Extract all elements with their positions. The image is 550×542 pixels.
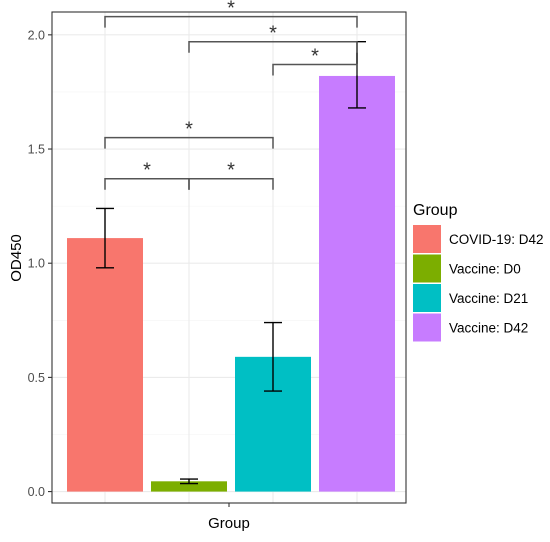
- bracket-line: [104, 136, 274, 149]
- error-bar: [264, 321, 282, 392]
- y-axis-title: OD450: [8, 234, 25, 282]
- bracket-line: [188, 177, 274, 190]
- legend: Group COVID-19: D42 Vaccine: D0 Vaccine: D…: [413, 202, 544, 342]
- significance-label: *: [311, 46, 319, 68]
- legend-label: COVID-19: D42: [449, 232, 544, 247]
- significance-bracket: *: [188, 23, 358, 53]
- significance-label: *: [227, 160, 235, 182]
- bar: [67, 238, 143, 492]
- legend-item: Vaccine: D42: [413, 313, 528, 342]
- legend-item: COVID-19: D42: [413, 225, 544, 253]
- bracket-line: [272, 63, 358, 76]
- significance-label: *: [227, 0, 235, 20]
- error-bar: [96, 207, 114, 269]
- significance-label: *: [185, 119, 193, 141]
- legend-swatch: [413, 284, 441, 312]
- y-tick-label: 1.5: [28, 143, 45, 157]
- significance-brackets: * * * * * *: [104, 0, 358, 190]
- significance-label: *: [269, 23, 277, 45]
- legend-title: Group: [413, 202, 458, 219]
- significance-bracket: *: [104, 0, 358, 28]
- legend-swatch: [413, 225, 441, 253]
- error-bar: [180, 478, 198, 485]
- y-tick-label: 0.5: [28, 371, 45, 385]
- y-tick-label: 0.0: [28, 485, 45, 499]
- y-tick-label: 1.0: [28, 257, 45, 271]
- significance-label: *: [143, 160, 151, 182]
- legend-item: Vaccine: D0: [413, 254, 521, 283]
- legend-item: Vaccine: D21: [413, 284, 528, 312]
- x-axis-title: Group: [208, 515, 250, 532]
- significance-bracket: *: [272, 46, 358, 76]
- significance-bracket: *: [104, 119, 274, 149]
- legend-label: Vaccine: D0: [449, 262, 521, 277]
- legend-swatch: [413, 313, 441, 342]
- bar: [319, 75, 395, 492]
- legend-swatch: [413, 254, 441, 283]
- significance-bracket: *: [188, 160, 274, 190]
- legend-label: Vaccine: D21: [449, 291, 528, 306]
- bars: [67, 75, 395, 492]
- y-tick-label: 2.0: [28, 28, 45, 42]
- legend-label: Vaccine: D42: [449, 321, 528, 336]
- bar: [151, 481, 227, 492]
- bracket-line: [188, 40, 358, 53]
- bracket-line: [104, 15, 358, 28]
- y-axis: 0.0 0.5 1.0 1.5 2.0: [28, 28, 52, 499]
